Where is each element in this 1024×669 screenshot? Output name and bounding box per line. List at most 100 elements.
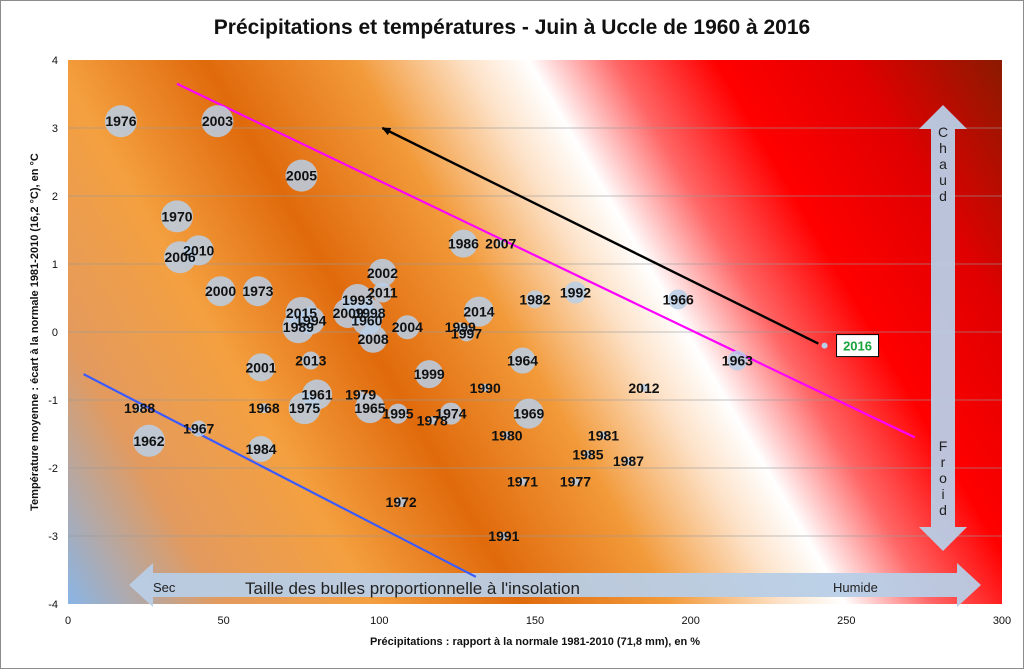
vertical-arrow-letter: i (941, 486, 944, 502)
bubble-1985 (583, 450, 592, 459)
bubble-1973 (242, 276, 273, 307)
bubble-1967 (190, 420, 207, 437)
x-tick-label: 0 (65, 615, 71, 627)
bubble-label: 1990 (470, 380, 501, 396)
bubble-2012 (639, 383, 648, 392)
bubble-label: 1967 (183, 421, 214, 437)
bubble-2005 (285, 159, 318, 192)
x-axis-ticks: 0 50 100 150 200 250 300 (65, 615, 1011, 627)
bubble-label: 1974 (435, 406, 466, 422)
bubble-label: 2015 (286, 305, 317, 321)
bubble-2014 (463, 296, 494, 327)
bubble-1976 (104, 105, 137, 138)
y-tick-label: 4 (52, 55, 58, 67)
bubble-label: 2008 (358, 331, 389, 347)
bubble-label: 1988 (124, 400, 155, 416)
bubble-1999 (415, 360, 444, 389)
vertical-arrow-letter: u (939, 172, 947, 188)
bubble-label: 2003 (202, 113, 233, 129)
chart-title: Précipitations et températures - Juin à … (214, 16, 810, 39)
x-tick-label: 200 (681, 615, 699, 627)
bubble-label: 2013 (295, 353, 326, 369)
highlight-2016: 2016 (821, 334, 880, 358)
bubble-label: 1973 (242, 283, 273, 299)
bubble-label: 1978 (417, 412, 448, 428)
bubble-label: 2014 (463, 304, 494, 320)
vertical-arrow-shape (919, 105, 967, 551)
x-tick-label: 50 (218, 615, 230, 627)
bubble-1982 (526, 290, 544, 309)
bubble-label: 2006 (165, 249, 196, 265)
bubble-label: 2007 (485, 236, 516, 252)
bubble-2004 (395, 315, 420, 340)
bubble-label: 1969 (513, 406, 544, 422)
bubble-2007 (496, 239, 505, 248)
bubble-1981 (599, 431, 608, 440)
bubble-1986 (449, 229, 478, 258)
y-axis-ticks: 4 3 2 1 0 -1 -2 -3 -4 (48, 55, 58, 611)
bubble-1975 (288, 392, 321, 425)
bubble-label: 2009 (333, 305, 364, 321)
label-sec: Sec (153, 580, 176, 595)
bubble-1971 (518, 477, 527, 486)
bubble-1984 (248, 435, 275, 462)
x-axis-label: Précipitations : rapport à la normale 19… (370, 636, 700, 648)
y-tick-label: 3 (52, 123, 58, 135)
bubble-label: 1961 (301, 387, 332, 403)
bubble-label: 1992 (560, 285, 591, 301)
bubble-label: 1963 (722, 353, 753, 369)
bubble-label: 2002 (367, 265, 398, 281)
bubble-label: 1976 (105, 113, 136, 129)
bubble-2016 (821, 342, 828, 349)
y-tick-label: 0 (52, 327, 58, 339)
bubble-label: 2012 (628, 380, 659, 396)
bubble-2013 (301, 351, 320, 370)
bubble-label: 1971 (507, 474, 538, 490)
bubble-label: 1965 (354, 400, 385, 416)
bubble-1992 (564, 281, 587, 304)
bubble-label: 1991 (488, 528, 519, 544)
bubble-label: 1995 (382, 406, 413, 422)
bubble-2011 (372, 282, 393, 303)
bubble-label: 2011 (367, 285, 398, 301)
vertical-arrow-letter: d (939, 502, 947, 518)
y-axis-label: Température moyenne : écart à la normale… (29, 153, 41, 511)
bubble-label: 2000 (205, 283, 236, 299)
bubble-2006 (164, 241, 197, 274)
trend-lines (83, 82, 916, 578)
bubble-1987 (624, 457, 633, 466)
vertical-arrow-letter: a (939, 156, 947, 172)
bubble-label: 1994 (295, 312, 326, 328)
y-tick-label: 1 (52, 259, 58, 271)
bubbles-layer (104, 105, 748, 540)
bubble-label: 1985 (572, 446, 603, 462)
y-tick-label: -2 (48, 463, 58, 475)
bubble-1970 (160, 200, 193, 233)
upper-trend-line (176, 82, 916, 439)
y-tick-label: 2 (52, 191, 58, 203)
bubble-label: 1970 (161, 208, 192, 224)
bubble-1978 (428, 416, 437, 425)
bubble-1995 (388, 403, 409, 424)
bubble-1962 (132, 424, 165, 457)
vertical-arrow-letter: r (941, 454, 946, 470)
bubble-label: 1981 (588, 427, 619, 443)
bubble-label: 1980 (491, 427, 522, 443)
lower-trend-line (83, 373, 477, 578)
y-tick-label: -1 (48, 395, 58, 407)
bubble-label: 1999 (445, 319, 476, 335)
bubble-label: 1984 (245, 441, 276, 457)
bubble-label: 2005 (286, 168, 317, 184)
bubble-1966 (668, 289, 689, 310)
label-humide: Humide (833, 580, 878, 595)
bubble-1969 (513, 398, 544, 429)
vertical-arrow-letter: F (939, 438, 948, 454)
x-tick-label: 300 (993, 615, 1011, 627)
bubble-1977 (571, 477, 580, 486)
bubble-label: 1999 (414, 366, 445, 382)
y-tick-label: -4 (48, 599, 58, 611)
bubble-1991 (499, 532, 508, 540)
